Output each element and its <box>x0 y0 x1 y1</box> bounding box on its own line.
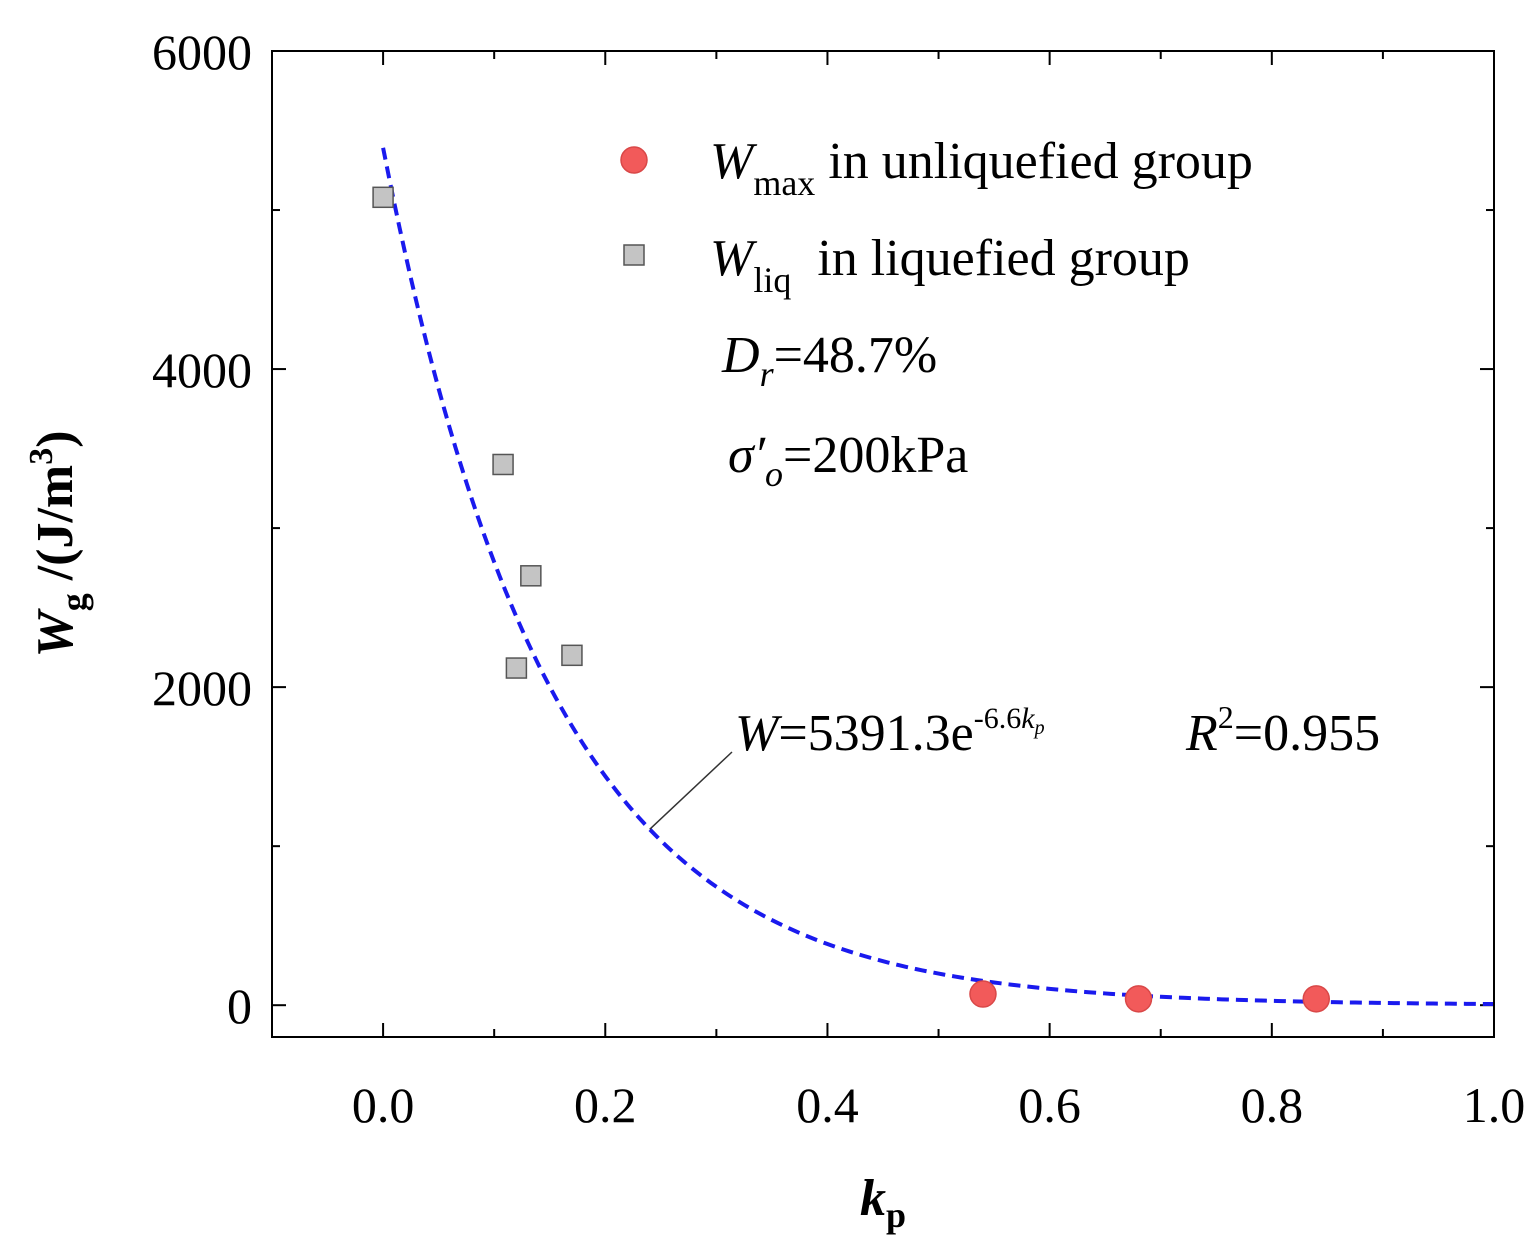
data-point-circle <box>1124 985 1153 1013</box>
y-tick-label: 6000 <box>152 24 252 80</box>
x-tick-label: 0.8 <box>1241 1077 1304 1133</box>
data-point-circle <box>1302 985 1331 1013</box>
data-point-square <box>492 453 514 476</box>
data-point-square <box>372 186 394 209</box>
fit-curve <box>381 147 1495 1007</box>
data-point-square <box>520 565 542 587</box>
points-layer <box>372 186 1331 1013</box>
plot-frame <box>271 50 1495 1038</box>
y-tick-label: 2000 <box>152 660 252 716</box>
annotation-sigma: σ′o=200kPa <box>728 427 968 494</box>
legend-marker-square <box>623 244 645 266</box>
x-tick-label: 0.6 <box>1018 1077 1081 1133</box>
y-axis-title: Wg /(J/m3) <box>23 430 94 657</box>
x-tick-label: 0.2 <box>574 1077 637 1133</box>
data-point-square <box>561 644 583 667</box>
fit-equation: W=5391.3e-6.6kp <box>735 702 1045 762</box>
fit-layer <box>381 147 1495 1007</box>
x-tick-label: 1.0 <box>1463 1077 1525 1133</box>
fit-pointer-line <box>649 751 733 830</box>
legend-label-wmax: Wmax in unliquefied group <box>710 133 1253 203</box>
data-point-circle <box>969 980 997 1008</box>
data-point-square <box>505 657 528 679</box>
x-axis-title: kp <box>860 1170 906 1235</box>
annotation-dr: Dr=48.7% <box>721 327 937 394</box>
axes-layer: 0.0 0.2 0.4 0.6 0.8 1.0 0 2000 4000 6000 <box>152 24 1525 1133</box>
fit-r-squared: R2=0.955 <box>1185 699 1380 762</box>
legend: Wmax in unliquefied group Wliq in liquef… <box>620 133 1253 300</box>
y-tick-label: 4000 <box>152 342 252 398</box>
x-tick-label: 0.0 <box>352 1077 415 1133</box>
x-tick-label: 0.4 <box>796 1077 859 1133</box>
legend-marker-circle <box>620 146 648 174</box>
y-tick-label: 0 <box>227 978 252 1034</box>
legend-label-wliq: Wliq in liquefied group <box>710 230 1190 300</box>
